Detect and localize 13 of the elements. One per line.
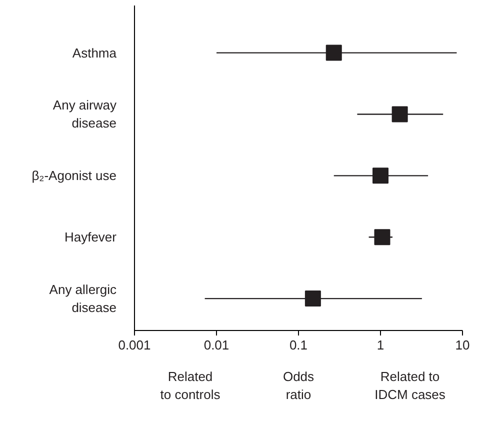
text: Related to IDCM cases [374,369,446,402]
text: Related to controls [160,369,221,402]
x-axis-title: Odds ratio [282,369,315,402]
y-tick-label: β₂-Agonist use [32,168,117,184]
x-tick-label: 10 [455,338,470,352]
x-tick-label: 0.1 [289,338,308,352]
y-tick-label: Hayfever [64,230,118,245]
y-tick-label: Any airway disease [52,98,117,131]
x-tick-label: 0.001 [118,338,151,352]
x-tick-label: 0.01 [204,338,230,352]
y-tick-label: Any allergic disease [49,282,117,316]
y-tick-label: Asthma [72,45,118,60]
x-tick-label: 1 [376,338,384,352]
